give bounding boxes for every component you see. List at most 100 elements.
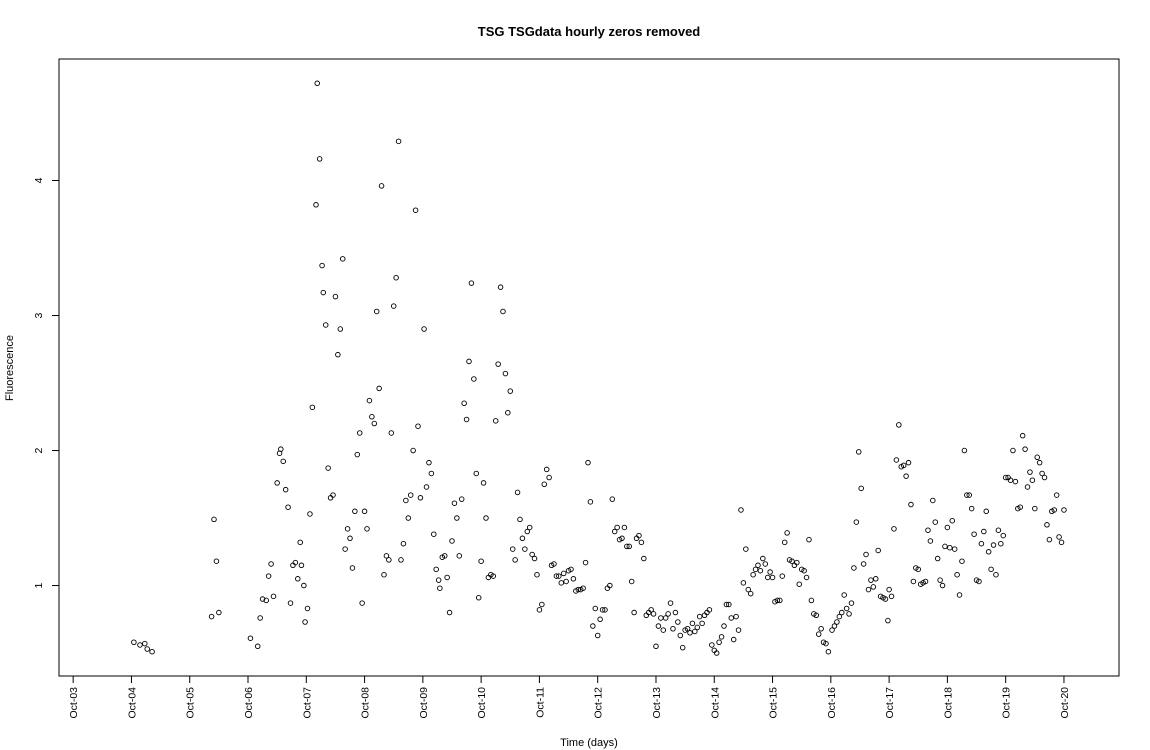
data-point [274,480,280,486]
data-point [611,528,618,535]
y-axis: 1 2 3 4 [33,177,59,588]
data-point [313,202,319,208]
data-point [853,519,860,525]
data-point [934,555,941,562]
data-point [893,457,900,463]
data-point [655,623,662,629]
data-point [500,308,506,315]
x-tick-label: Oct-13 [651,687,663,719]
data-point [446,609,453,616]
data-point [1029,477,1036,483]
data-point [325,465,331,471]
data-point [1058,539,1065,546]
data-point [316,156,323,162]
data-point [575,586,582,593]
data-point [395,138,402,145]
data-point [942,543,948,550]
data-point [339,256,346,262]
data-point [319,262,325,269]
data-point [342,546,348,552]
data-point [435,577,442,583]
data-point [684,626,691,632]
plot-frame [58,58,1120,677]
data-point [981,528,987,535]
data-point [563,578,569,585]
data-point [297,539,303,546]
data-point [903,473,909,479]
data-point [320,289,327,296]
data-point [366,397,373,404]
data-point [295,576,301,582]
data-point [1002,474,1009,481]
data-point [364,526,370,532]
x-tick-label: Oct-05 [185,687,197,719]
data-point [888,593,895,600]
data-point [458,496,465,502]
data-point [915,566,922,573]
data-point [461,400,467,407]
data-point [1044,522,1050,528]
data-point [356,430,363,436]
chart-title: TSG TSGdata hourly zeros removed [478,24,701,39]
data-point [142,640,148,647]
data-point [1017,504,1023,510]
data-point [309,404,316,411]
data-point [543,466,550,473]
data-point [774,597,781,604]
data-point [371,420,378,427]
data-point [839,609,845,616]
data-point [558,580,565,586]
data-point [1027,469,1033,475]
data-point [794,559,800,566]
data-point [463,416,470,423]
data-point [433,566,439,573]
data-point [658,615,664,621]
data-point [951,546,958,552]
data-point [1039,470,1045,477]
data-point [412,207,419,213]
data-point [570,576,577,582]
data-point [910,578,917,585]
data-point [405,515,412,521]
data-point [863,551,869,558]
data-point [723,601,730,608]
data-point [860,561,867,567]
data-point [592,605,599,612]
data-point [636,532,642,539]
data-point [144,646,150,652]
data-point [536,607,543,613]
data-point [925,527,931,533]
x-tick-label: Oct-19 [1001,687,1013,719]
data-point [1007,477,1014,483]
data-point [539,601,545,608]
x-tick-label: Oct-10 [476,687,488,719]
data-point [587,499,594,505]
data-point [492,418,499,424]
data-point [1034,454,1040,461]
data-point [900,462,907,469]
data-point [322,322,329,328]
data-point [594,632,601,639]
data-point [451,500,458,506]
data-point [444,574,450,581]
data-point [410,447,416,454]
data-point [959,558,965,564]
data-point [531,555,538,562]
data-point [149,648,155,655]
data-point [815,631,822,637]
data-point [1041,474,1048,481]
data-point [590,623,596,629]
data-point [949,517,956,524]
data-point [870,584,877,590]
data-points [131,80,1067,656]
data-point [964,492,970,498]
data-point [779,573,786,579]
data-point [619,535,625,542]
data-point [1024,484,1031,490]
data-point [614,524,620,531]
data-point [514,489,521,496]
data-point [796,581,803,587]
data-point [750,571,756,578]
data-point [988,566,994,573]
data-point [993,571,999,578]
